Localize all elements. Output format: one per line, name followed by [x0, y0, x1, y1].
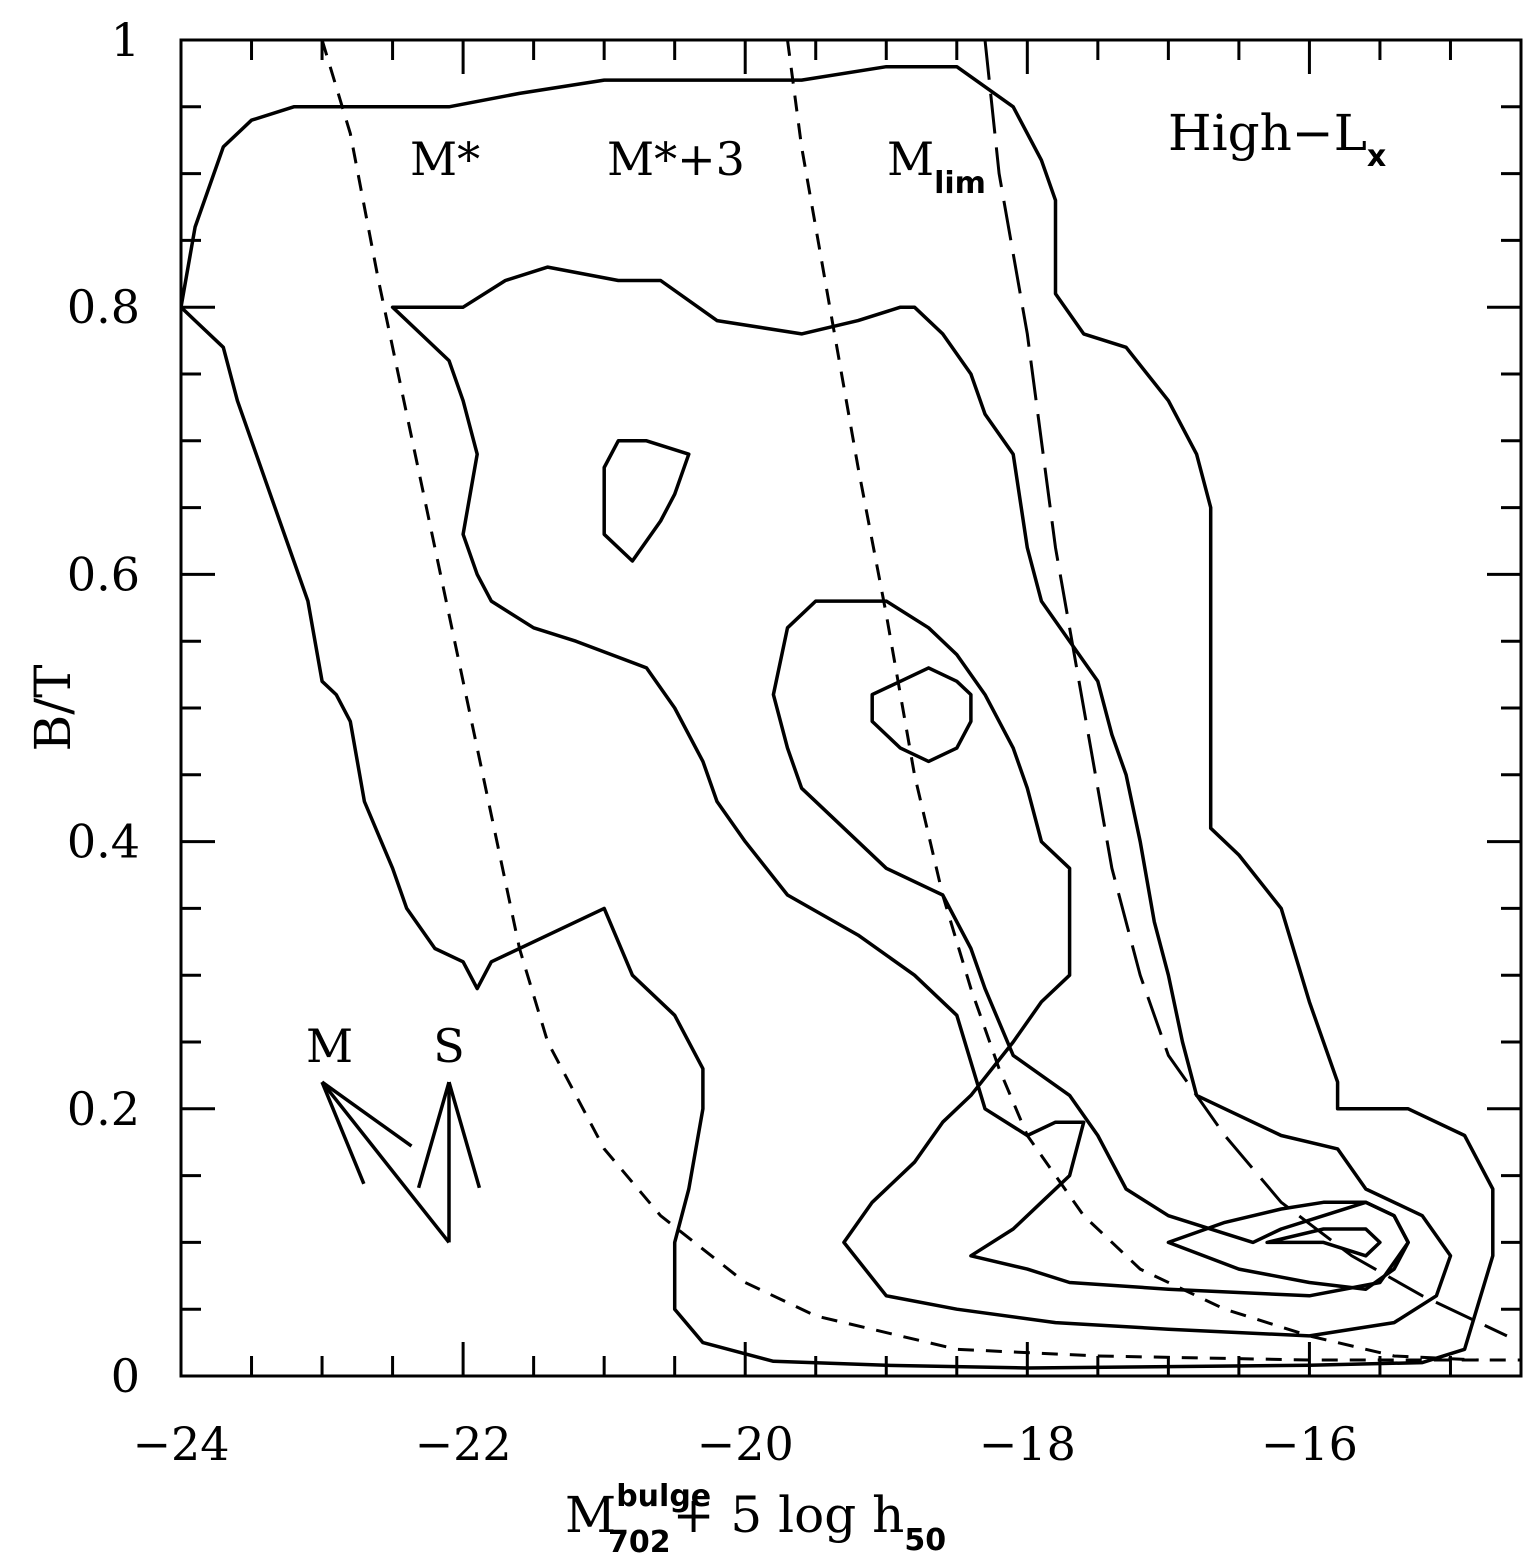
y-tick-label: 0	[111, 1349, 140, 1403]
reference-curve-1	[786, 40, 1479, 1362]
x-tick-label: −22	[415, 1417, 512, 1471]
vector-label: S	[433, 1019, 465, 1073]
x-axis-label: Mbulge 702+ 5 log h50	[565, 1479, 946, 1555]
y-tick-label: 0.2	[67, 1082, 140, 1136]
contour-level-5	[1166, 1200, 1410, 1291]
x-tick-label: −24	[132, 1417, 229, 1471]
axis-ticks	[179, 38, 1523, 1378]
contour-level-3	[602, 439, 691, 563]
vector-arrowhead	[416, 1081, 451, 1189]
y-axis-label: B/T	[24, 665, 82, 752]
contour-level-2	[390, 265, 1453, 1338]
vector-arrowhead	[321, 1080, 413, 1148]
y-tick-label: 1	[111, 13, 140, 67]
vector-label: M	[306, 1019, 353, 1073]
reference-curve-0	[320, 40, 1521, 1362]
vector-arrowhead	[447, 1081, 482, 1189]
axis-tick-labels: −24 −22 −20 −18 −16 0 0.2 0.4 0.6 0.8 1	[67, 13, 1358, 1471]
vector-m	[320, 1080, 451, 1244]
y-tick-label: 0.6	[67, 547, 140, 601]
reference-curve-2	[983, 40, 1508, 1338]
panel-label: High−Lx	[1168, 104, 1386, 174]
curve-label-mstar: M*	[410, 132, 480, 186]
y-tick-label: 0.8	[67, 280, 140, 334]
x-tick-label: −18	[979, 1417, 1076, 1471]
y-tick-label: 0.4	[67, 815, 140, 869]
curve-label-mlim: Mlim	[887, 132, 986, 201]
contour-level-1	[181, 64, 1495, 1370]
plot-frame	[179, 38, 1523, 1378]
contour-level-6	[1265, 1227, 1382, 1258]
contour-level-4	[870, 666, 973, 764]
contours	[181, 64, 1495, 1370]
vector-arrowhead	[320, 1081, 366, 1185]
x-tick-label: −20	[697, 1417, 794, 1471]
curve-label-mstar-plus-3: M*+3	[607, 132, 745, 186]
reference-curves	[320, 40, 1521, 1362]
x-tick-label: −16	[1261, 1417, 1358, 1471]
